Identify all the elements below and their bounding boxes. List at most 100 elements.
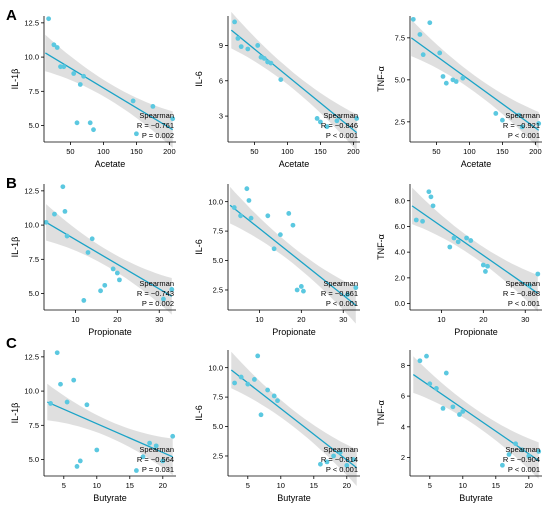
chart-8-point xyxy=(351,457,356,462)
row-label-b: B xyxy=(6,175,17,192)
chart-7-regression-line xyxy=(47,401,173,458)
chart-5-regression-line xyxy=(229,204,357,306)
chart-4-point xyxy=(60,184,66,190)
chart-5-point xyxy=(294,287,300,293)
chart-6-point xyxy=(428,194,434,200)
chart-2-point xyxy=(324,124,330,130)
chart-7-y-tick-label: 5.0 xyxy=(29,455,39,464)
chart-1-x-tick-label: 150 xyxy=(130,147,143,156)
chart-6-y-axis-label: TNF-α xyxy=(376,234,386,260)
chart-5-point xyxy=(265,213,271,219)
chart-6-y-tick-label: 6.0 xyxy=(395,222,405,231)
chart-9-point xyxy=(460,409,466,414)
chart-8-point xyxy=(258,412,264,418)
chart-5-point xyxy=(353,285,359,291)
chart-5-point xyxy=(231,205,237,210)
chart-6-point xyxy=(464,235,469,241)
chart-4-y-axis-label: IL-1β xyxy=(10,237,20,258)
chart-3-point xyxy=(443,80,449,86)
chart-9-x-tick-label: 15 xyxy=(492,481,500,490)
chart-3-x-tick-label: 100 xyxy=(463,147,476,156)
chart-4-point xyxy=(43,219,49,225)
chart-5-point xyxy=(301,288,306,294)
chart-1-y-axis-label: IL-1β xyxy=(10,69,20,90)
chart-3-point xyxy=(420,52,426,58)
chart-2-point xyxy=(354,116,360,121)
chart-3-x-axis-label: Acetate xyxy=(461,159,492,169)
chart-8-x-tick-label: 20 xyxy=(343,481,351,490)
chart-1-x-axis-label: Acetate xyxy=(95,159,126,169)
chart-5-x-tick-label: 30 xyxy=(339,315,347,324)
chart-6-point xyxy=(451,235,457,241)
chart-7-point xyxy=(54,350,60,356)
chart-7-point xyxy=(74,464,80,469)
chart-9-point xyxy=(427,381,433,387)
chart-6-point xyxy=(426,189,432,195)
chart-6-point xyxy=(480,262,486,268)
chart-9-point xyxy=(434,386,439,391)
chart-3-point xyxy=(519,124,525,130)
chart-6-y-tick-label: 2.0 xyxy=(395,273,405,282)
chart-8-y-tick-label: 7.5 xyxy=(213,393,223,402)
chart-3-annotation-method: Spearman xyxy=(505,111,540,120)
chart-4-point xyxy=(81,298,87,303)
chart-2-point xyxy=(314,116,320,121)
chart-5-y-tick-label: 10.0 xyxy=(208,197,223,206)
chart-1-point xyxy=(51,42,57,48)
chart-7-point xyxy=(134,468,139,473)
chart-1-point xyxy=(58,64,63,70)
chart-8-point xyxy=(318,461,323,467)
chart-8-y-axis-label: IL-6 xyxy=(194,405,204,421)
chart-9-point xyxy=(417,358,423,364)
chart-9-point xyxy=(506,452,512,457)
chart-2-point xyxy=(238,44,244,50)
chart-1-panel: 50 100 150 200 5.0 7.5 10.0 12.5 Acetate IL-1β Spe… xyxy=(10,16,176,169)
chart-3-point xyxy=(453,79,459,84)
chart-8-point xyxy=(265,387,270,393)
chart-2-x-tick-label: 50 xyxy=(250,147,258,156)
chart-8-point xyxy=(331,453,336,459)
chart-6-point xyxy=(535,271,541,277)
chart-1-point xyxy=(54,45,60,50)
chart-4-y-tick-label: 12.5 xyxy=(24,186,39,195)
chart-7-y-tick-label: 7.5 xyxy=(29,421,39,430)
chart-4-x-tick-label: 20 xyxy=(113,315,121,324)
chart-6-regression-line xyxy=(411,205,539,294)
chart-4-point xyxy=(169,287,175,292)
chart-1-x-tick-label: 50 xyxy=(66,147,74,156)
chart-4-y-tick-label: 7.5 xyxy=(29,255,39,264)
chart-4-panel: 10 20 30 5.0 7.5 10.0 12.5 Propionate IL-1β Spear… xyxy=(10,184,176,337)
chart-7-annotation-r: R = −0.564 xyxy=(137,455,174,464)
chart-5-point xyxy=(286,211,292,216)
chart-3-point xyxy=(493,111,499,116)
chart-9-point xyxy=(450,404,456,410)
chart-2-point xyxy=(232,19,238,25)
chart-4-point xyxy=(114,270,120,276)
chart-9-x-tick-label: 20 xyxy=(525,481,533,490)
chart-2-point xyxy=(261,55,267,61)
chart-2-x-axis-label: Acetate xyxy=(279,159,310,169)
chart-8-point xyxy=(275,398,280,404)
chart-4-annotation-r: R = −0.743 xyxy=(137,289,174,298)
chart-6-point xyxy=(413,217,419,223)
chart-9-annotation-r: R = −0.904 xyxy=(503,455,540,464)
chart-4-y-tick-label: 10.0 xyxy=(24,221,39,230)
chart-3-point xyxy=(460,75,466,81)
chart-7-x-tick-label: 15 xyxy=(126,481,134,490)
chart-1-x-tick-label: 200 xyxy=(163,147,176,156)
row-label-c: C xyxy=(6,335,17,352)
chart-5-point xyxy=(271,246,277,252)
chart-1-point xyxy=(61,64,67,70)
chart-9-y-tick-label: 8 xyxy=(401,361,405,370)
chart-8-x-tick-label: 5 xyxy=(246,481,250,490)
chart-3-panel: 50 100 150 200 2.5 5.0 7.5 Acetate TNF-α Spearman… xyxy=(376,16,542,169)
chart-1-regression-line xyxy=(44,52,174,131)
chart-4-point xyxy=(89,236,95,242)
chart-1-point xyxy=(150,103,156,109)
chart-5-annotation-r: R = −0.861 xyxy=(321,289,358,298)
chart-4-x-axis-label: Propionate xyxy=(88,327,132,337)
chart-3-point xyxy=(516,112,522,118)
chart-5-y-axis-label: IL-6 xyxy=(194,239,204,255)
